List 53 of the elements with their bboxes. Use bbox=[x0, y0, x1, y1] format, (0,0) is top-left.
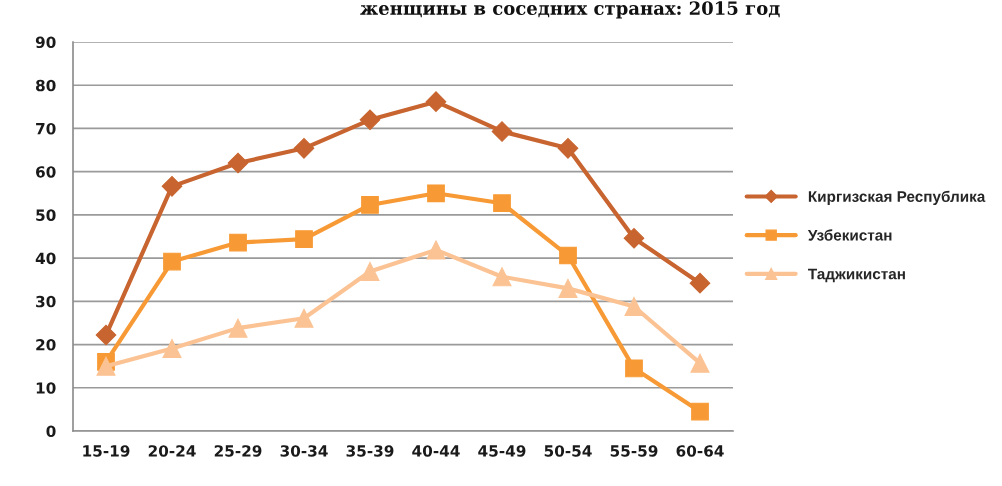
point bbox=[162, 338, 182, 358]
x-tick-label: 35-39 bbox=[346, 445, 394, 457]
point bbox=[229, 233, 247, 252]
x-tick-label: 55-59 bbox=[610, 445, 658, 457]
y-tick-label: 80 bbox=[36, 79, 56, 92]
point bbox=[359, 109, 381, 131]
x-tick-label: 45-49 bbox=[478, 445, 526, 457]
point bbox=[559, 246, 577, 265]
point bbox=[95, 324, 117, 346]
point bbox=[427, 184, 445, 203]
y-tick-label: 40 bbox=[35, 252, 56, 265]
x-tick-label: 60-64 bbox=[676, 445, 724, 457]
point bbox=[227, 152, 249, 174]
point bbox=[425, 91, 447, 112]
y-tick-label: 0 bbox=[46, 425, 56, 438]
point bbox=[361, 196, 379, 214]
x-tick-label: 40-44 bbox=[412, 445, 460, 457]
legend-label: Таджикистан bbox=[808, 268, 905, 283]
point bbox=[623, 227, 645, 249]
x-tick-label: 25-29 bbox=[214, 445, 262, 457]
legend-label: Узбекистан bbox=[807, 229, 892, 241]
point bbox=[295, 230, 313, 248]
point bbox=[96, 356, 116, 376]
point bbox=[492, 267, 512, 287]
x-tick-label: 50-54 bbox=[544, 445, 592, 457]
point bbox=[691, 402, 709, 421]
point bbox=[228, 318, 248, 338]
y-tick-label: 10 bbox=[36, 382, 56, 394]
point bbox=[558, 278, 578, 298]
legend-label: Киргизская Республика bbox=[808, 190, 986, 205]
point bbox=[426, 240, 446, 260]
point bbox=[294, 308, 314, 328]
y-tick-label: 90 bbox=[35, 36, 56, 49]
point bbox=[557, 137, 579, 159]
y-tick-label: 20 bbox=[36, 339, 56, 351]
point bbox=[493, 194, 511, 213]
point bbox=[624, 296, 644, 317]
point bbox=[625, 359, 643, 378]
point bbox=[491, 121, 513, 142]
y-tick-label: 30 bbox=[36, 295, 56, 308]
x-tick-label: 20-24 bbox=[148, 445, 196, 457]
chart-title: женщины в соседних странах: 2015 год bbox=[360, 1, 780, 19]
point bbox=[161, 176, 183, 197]
point bbox=[360, 261, 380, 282]
x-tick-label: 15-19 bbox=[83, 445, 130, 457]
y-tick-label: 70 bbox=[36, 122, 56, 135]
point bbox=[689, 272, 711, 294]
point bbox=[293, 137, 315, 159]
y-tick-label: 60 bbox=[36, 166, 56, 178]
y-tick-label: 50 bbox=[36, 209, 56, 221]
x-tick-label: 30-34 bbox=[280, 445, 328, 457]
point bbox=[690, 353, 710, 373]
point bbox=[163, 252, 181, 271]
